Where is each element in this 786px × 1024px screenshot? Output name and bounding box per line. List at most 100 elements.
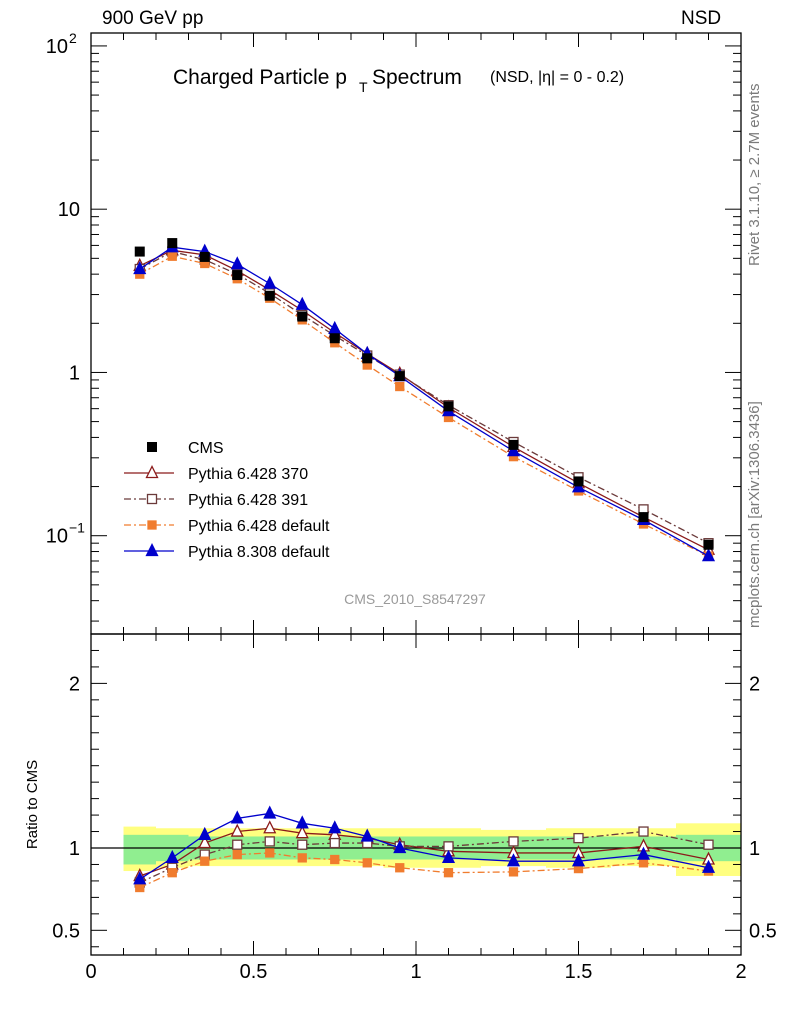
legend-marker bbox=[146, 493, 158, 505]
ratio-y-tick-label: 0.5 bbox=[52, 920, 80, 942]
legend-item: Pythia 6.428 391 bbox=[124, 492, 308, 509]
series-3 bbox=[133, 239, 716, 562]
ratio-point bbox=[200, 856, 210, 866]
ratio-series-3 bbox=[133, 805, 716, 885]
series-point bbox=[295, 296, 309, 310]
series-line bbox=[139, 246, 709, 557]
cms-data-point bbox=[329, 333, 340, 344]
cms-data-point bbox=[297, 311, 308, 322]
series-point bbox=[701, 548, 716, 562]
y-tick-label: 1 bbox=[69, 362, 80, 384]
ratio-point bbox=[167, 868, 177, 878]
ratio-point bbox=[573, 832, 584, 844]
ratio-point bbox=[328, 820, 342, 834]
cms-data-point bbox=[232, 270, 243, 281]
header-event-type: NSD bbox=[681, 8, 722, 29]
y-tick-exponent: −1 bbox=[69, 520, 85, 536]
series-point bbox=[506, 443, 521, 457]
ratio-point bbox=[703, 839, 714, 850]
cms-data-point bbox=[703, 539, 714, 550]
ratio-point bbox=[638, 858, 649, 868]
legend-marker bbox=[147, 520, 157, 530]
ratio-point bbox=[638, 826, 649, 837]
ratio-point bbox=[198, 826, 212, 840]
inner-band bbox=[123, 834, 156, 865]
ratio-point bbox=[443, 868, 454, 878]
y-tick-exponent: 2 bbox=[69, 30, 77, 46]
series-point bbox=[133, 261, 147, 275]
x-tick-label: 1 bbox=[410, 961, 421, 983]
cms-data-point bbox=[394, 371, 405, 382]
legend-marker bbox=[145, 465, 159, 479]
legend-item: Pythia 6.428 370 bbox=[124, 465, 308, 483]
ratio-point bbox=[232, 839, 243, 850]
ratio-line bbox=[139, 827, 709, 877]
ratio-point bbox=[263, 805, 277, 819]
ticks bbox=[90, 33, 742, 955]
cms-data-point bbox=[443, 401, 454, 412]
series-line bbox=[139, 255, 709, 557]
ratio-point bbox=[443, 841, 454, 852]
series-line bbox=[139, 249, 709, 551]
legend-item: Pythia 6.428 default bbox=[124, 518, 330, 535]
legend-item: CMS bbox=[147, 440, 224, 457]
series-2 bbox=[135, 251, 714, 561]
ratio-point bbox=[571, 853, 586, 867]
ratio-y-tick-label-right: 2 bbox=[749, 673, 760, 695]
legend-marker bbox=[147, 442, 157, 452]
series-point bbox=[230, 256, 244, 270]
legend-label: Pythia 8.308 default bbox=[188, 544, 330, 561]
ratio-point bbox=[165, 849, 179, 864]
ratio-point bbox=[636, 846, 651, 860]
ratio-point bbox=[232, 849, 242, 860]
ratio-point bbox=[506, 853, 521, 867]
ratio-series-2 bbox=[135, 848, 714, 893]
ratio-point bbox=[329, 837, 340, 849]
ratio-point bbox=[263, 820, 277, 834]
ratio-y-tick-label-right: 0.5 bbox=[749, 920, 777, 942]
ratio-point bbox=[393, 840, 407, 854]
legend-label: Pythia 6.428 370 bbox=[188, 466, 308, 483]
cms-data-point bbox=[362, 353, 373, 364]
title-subscript: T bbox=[359, 79, 368, 95]
ratio-point bbox=[133, 871, 147, 885]
chart-title: Charged Particle p T Spectrum (NSD, |η| = 0… bbox=[173, 66, 624, 95]
y-tick-label: 10 bbox=[58, 199, 80, 221]
legend-label: CMS bbox=[188, 440, 224, 457]
ratio-point bbox=[295, 825, 309, 839]
cms-data-point bbox=[134, 246, 145, 257]
series-point bbox=[328, 320, 342, 334]
ratio-point bbox=[297, 839, 308, 850]
ratio-point bbox=[230, 823, 244, 837]
ratio-point bbox=[441, 849, 456, 864]
title-main: Charged Particle p bbox=[173, 66, 347, 89]
legend-item: Pythia 8.308 default bbox=[124, 543, 330, 561]
ratio-point bbox=[508, 836, 519, 847]
title-note: (NSD, |η| = 0 - 0.2) bbox=[490, 69, 624, 86]
y-tick-label: 10 −1 bbox=[46, 520, 85, 548]
cms-data-point bbox=[573, 476, 584, 487]
x-tick-label: 1.5 bbox=[565, 961, 593, 983]
ratio-line bbox=[139, 812, 709, 880]
ratio-point bbox=[230, 810, 244, 824]
y-tick-text: 10 bbox=[58, 199, 80, 221]
series-point bbox=[167, 251, 177, 261]
x-tick-label: 0 bbox=[85, 961, 96, 983]
x-tick-label: 0.5 bbox=[240, 961, 268, 983]
series-point bbox=[263, 275, 277, 289]
ratio-point bbox=[508, 867, 519, 877]
cms-data-point bbox=[508, 439, 519, 450]
ratio-point bbox=[264, 836, 275, 847]
ratio-point bbox=[701, 859, 716, 873]
legend-marker bbox=[145, 543, 159, 557]
header-collision-label: 900 GeV pp bbox=[102, 8, 204, 29]
y-tick-label: 10 2 bbox=[46, 30, 77, 58]
ratio-point bbox=[330, 854, 340, 865]
ratio-point bbox=[265, 848, 275, 858]
y-tick-text: 10 bbox=[46, 36, 68, 58]
analysis-watermark: CMS_2010_S8547297 bbox=[344, 591, 486, 607]
ratio-frame bbox=[90, 633, 742, 956]
ratio-point bbox=[135, 882, 145, 893]
ratio-point bbox=[362, 858, 372, 868]
x-tick-label: 2 bbox=[735, 961, 746, 983]
